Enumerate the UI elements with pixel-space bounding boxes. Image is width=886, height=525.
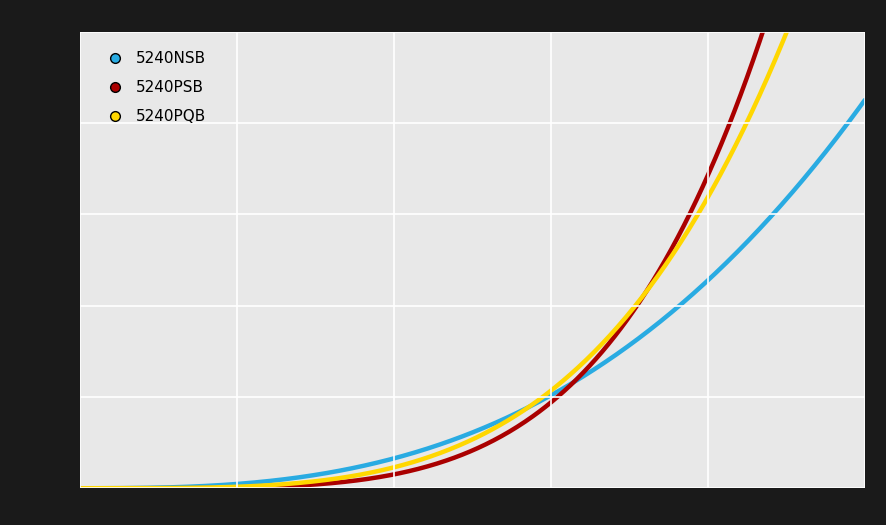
Legend: 5240NSB, 5240PSB, 5240PQB: 5240NSB, 5240PSB, 5240PQB: [88, 39, 219, 136]
